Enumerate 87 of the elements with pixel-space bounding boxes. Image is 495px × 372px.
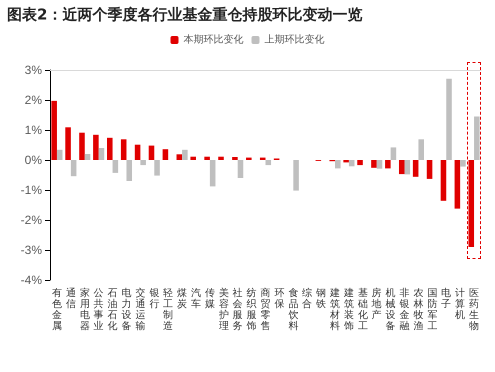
y-tick-label: 0%	[24, 153, 42, 167]
x-tick-label: 通信	[66, 287, 76, 310]
x-tick-label: 有色金属	[52, 287, 62, 332]
bar	[293, 160, 299, 191]
bar	[154, 160, 160, 176]
bar	[190, 156, 196, 160]
x-tick-label: 基础化工	[356, 287, 368, 332]
bar	[51, 100, 57, 160]
x-tick-label: 房地产	[370, 287, 382, 321]
bar	[84, 154, 90, 160]
x-tick-label: 石油石化	[108, 288, 118, 332]
x-tick-label: 交通运输	[135, 287, 146, 332]
bar	[454, 160, 460, 209]
chart-title: 图表2：近两个季度各行业基金重仓持股环比变动一览	[7, 6, 362, 24]
bar	[65, 127, 71, 160]
bar	[468, 160, 474, 247]
bar	[148, 146, 154, 160]
x-tick-label: 国防军工	[427, 288, 438, 332]
bar	[348, 160, 354, 166]
x-tick-label: 钢铁	[315, 288, 326, 310]
x-tick-label: 美容护理	[218, 287, 229, 332]
bar	[126, 160, 132, 181]
y-tick-label: -4%	[20, 273, 42, 287]
bar	[120, 139, 126, 160]
bar	[412, 160, 418, 177]
bar	[426, 160, 432, 179]
bar	[70, 160, 76, 176]
bar	[218, 156, 224, 160]
x-tick-label: 食品饮料	[287, 287, 298, 332]
x-tick-label: 纺织服饰	[246, 287, 257, 332]
bar	[162, 149, 168, 160]
bar	[140, 160, 146, 166]
bar	[204, 156, 210, 160]
bar	[371, 160, 377, 168]
bar	[446, 78, 452, 160]
bar	[176, 154, 182, 160]
bar	[182, 150, 188, 160]
bar	[376, 160, 382, 169]
x-tick-label: 轻工制造	[163, 287, 174, 332]
x-tick-label: 非银金融	[398, 287, 410, 332]
x-tick-label: 社会服务	[232, 287, 243, 332]
x-tick-label: 公共事业	[94, 287, 104, 332]
bar	[357, 160, 363, 166]
x-tick-label: 汽车	[190, 287, 201, 310]
x-tick-label: 机械设备	[386, 287, 396, 332]
bar	[418, 139, 424, 160]
x-tick-label: 医药生物	[469, 288, 480, 332]
y-tick-label: -2%	[20, 213, 42, 227]
bar	[238, 160, 244, 178]
bar	[335, 160, 341, 168]
x-tick-label: 传媒	[204, 288, 215, 310]
bar	[385, 160, 391, 168]
bar	[390, 147, 396, 160]
x-tick-label: 建筑材料	[329, 287, 340, 332]
y-tick-label: 2%	[24, 93, 42, 107]
bar	[79, 132, 85, 160]
x-tick-label: 环保	[274, 288, 284, 310]
x-tick-label: 计算机	[455, 287, 466, 321]
y-tick-label: -1%	[20, 183, 42, 197]
x-tick-label: 家用电器	[80, 287, 90, 332]
bar	[93, 134, 99, 160]
x-tick-label: 农林牧渔	[412, 288, 424, 332]
y-tick-label: 1%	[24, 123, 42, 137]
legend-label: 本期环比变化	[184, 34, 244, 46]
bar	[98, 148, 104, 160]
bar	[107, 138, 113, 160]
legend-label: 上期环比变化	[264, 34, 324, 46]
y-tick-label: -3%	[20, 243, 42, 257]
x-tick-label: 煤炭	[177, 287, 188, 310]
y-tick-label: 3%	[24, 63, 42, 77]
x-tick-label: 电子	[441, 287, 452, 310]
bar	[404, 160, 410, 174]
bar	[232, 157, 238, 160]
bar	[56, 150, 63, 160]
x-tick-label: 商贸零售	[260, 287, 270, 332]
bar	[398, 160, 405, 174]
bar	[440, 160, 446, 201]
bar	[460, 160, 466, 167]
bar	[112, 160, 118, 173]
bar	[266, 160, 272, 166]
bar	[134, 144, 140, 160]
x-tick-label: 建筑装饰	[342, 287, 354, 332]
x-tick-label: 综合	[302, 287, 312, 310]
x-tick-label: 银行	[148, 288, 160, 310]
bar	[474, 116, 480, 160]
x-tick-label: 电力设备	[121, 287, 132, 332]
bar	[210, 160, 216, 186]
